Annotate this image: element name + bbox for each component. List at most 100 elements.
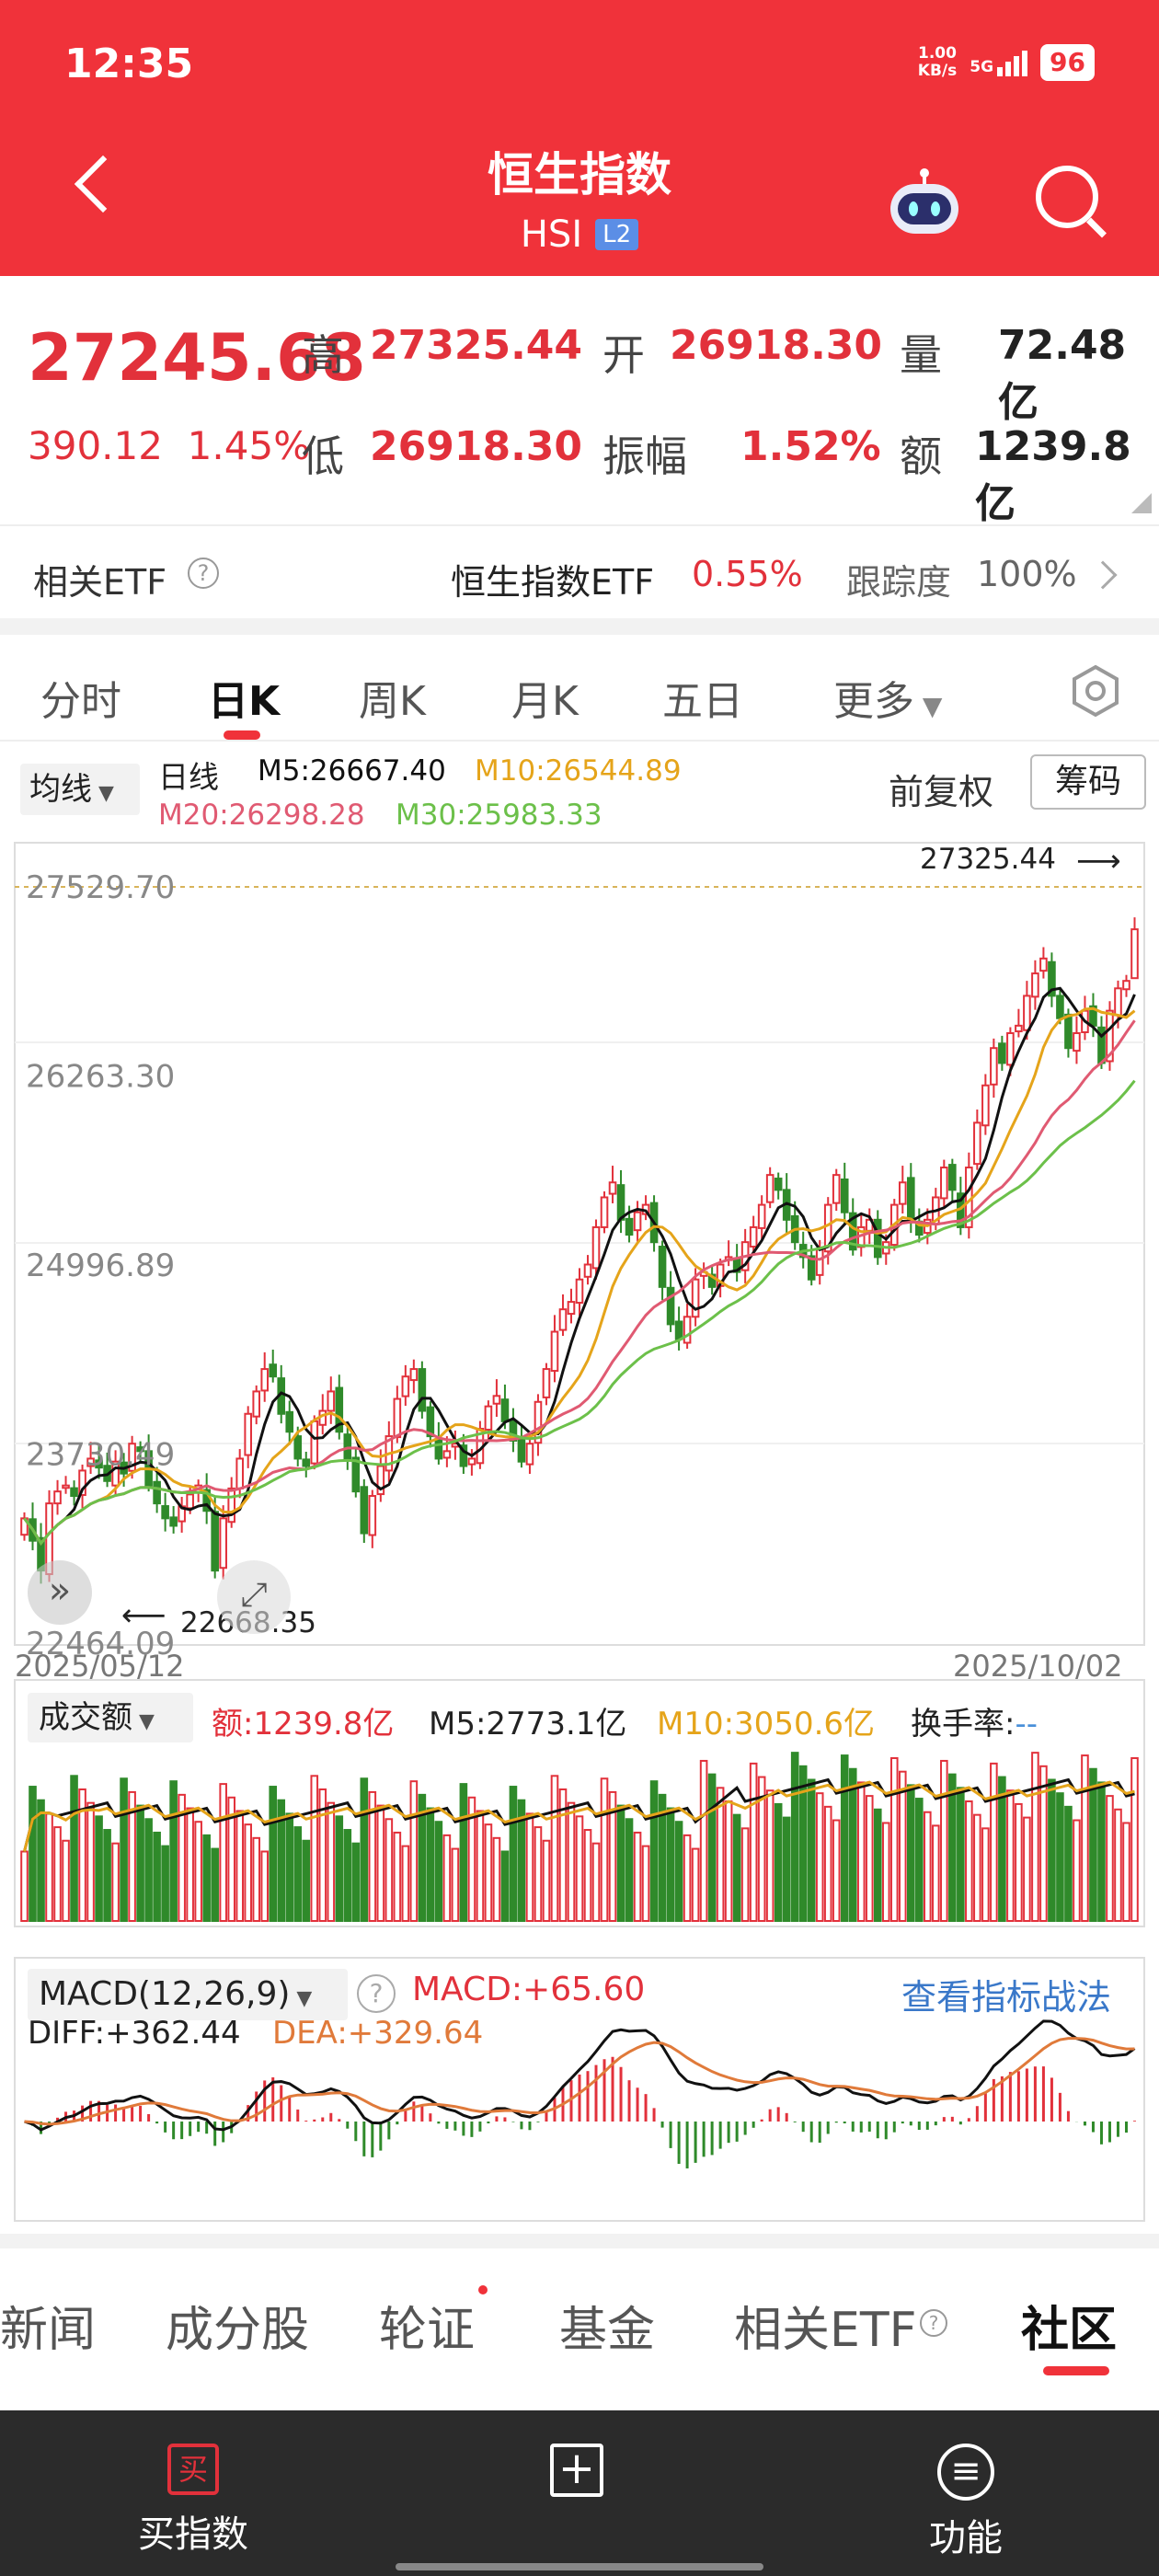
new-dot <box>478 2285 488 2294</box>
settings-icon[interactable] <box>1069 664 1122 718</box>
candle <box>567 1301 576 1316</box>
volume-bar <box>807 1778 816 1922</box>
volume-bar <box>790 1752 799 1922</box>
volume-bar <box>418 1793 427 1923</box>
volume-bar <box>616 1804 625 1922</box>
tab-monthly-k[interactable]: 月K <box>511 678 579 725</box>
kline-chart[interactable]: 27529.70 26263.30 24996.89 23730.49 22464.09 <box>0 742 1159 2232</box>
tab-five-day[interactable]: 五日 <box>662 678 743 725</box>
candle <box>202 1489 211 1512</box>
volume-bars-group <box>20 1752 1139 1923</box>
volume-ma-lines <box>23 1777 1135 1852</box>
macd-help-icon[interactable]: ? <box>357 1974 396 2013</box>
volume-bar <box>716 1787 725 1922</box>
candle <box>1130 928 1139 980</box>
macd-select[interactable]: MACD(12,26,9) ▼ <box>28 1969 348 2020</box>
candle <box>434 1438 443 1460</box>
tab-warrants[interactable]: 轮证 <box>379 2303 476 2358</box>
help-icon[interactable]: ? <box>188 558 219 589</box>
fullscreen-icon[interactable]: ⤢ <box>217 1560 291 1634</box>
candle <box>70 1487 78 1498</box>
ma-lines-group <box>23 986 1136 1546</box>
candle <box>658 1246 667 1288</box>
volume-bar <box>782 1816 791 1922</box>
candle <box>111 1460 120 1487</box>
volume-bar <box>451 1847 460 1923</box>
tab-related-etf[interactable]: 相关ETF <box>734 2303 917 2358</box>
volume-bar <box>765 1789 775 1922</box>
candle <box>161 1505 169 1520</box>
volume-bar <box>302 1839 311 1922</box>
volume-bar <box>1114 1808 1122 1922</box>
volume-bar <box>178 1793 186 1923</box>
volume-select[interactable]: 成交额 ▼ <box>28 1693 193 1742</box>
volume-bar <box>550 1775 559 1922</box>
tab-news[interactable]: 新闻 <box>0 2303 97 2358</box>
volume-bar <box>1122 1822 1130 1923</box>
tab-intraday[interactable]: 分时 <box>40 678 121 725</box>
tab-constituents[interactable]: 成分股 <box>166 2303 310 2358</box>
related-etf-row[interactable]: 相关ETF ? 恒生指数ETF 0.55% 跟踪度 100% <box>0 526 1159 627</box>
adjust-forward-label[interactable]: 前复权 <box>889 772 994 812</box>
candle <box>525 1443 534 1466</box>
buy-index-button[interactable]: 买 买指数 <box>120 2444 267 2558</box>
tab-daily-k[interactable]: 日K <box>208 678 281 725</box>
volume-bar <box>484 1823 493 1923</box>
volume-bar <box>442 1834 452 1922</box>
candle <box>840 1179 849 1213</box>
chip-button[interactable]: 筹码 <box>1030 754 1146 810</box>
tab-funds[interactable]: 基金 <box>559 2303 656 2358</box>
candle <box>136 1446 144 1453</box>
volume-bar <box>674 1821 683 1923</box>
volume-bar <box>583 1829 592 1923</box>
tab-weekly-k[interactable]: 周K <box>359 678 426 725</box>
search-icon[interactable] <box>1036 166 1098 228</box>
volume-bar <box>37 1799 45 1923</box>
help-icon[interactable]: ? <box>920 2309 947 2337</box>
ma-select[interactable]: 均线 ▼ <box>20 764 140 815</box>
add-watchlist-button[interactable]: + <box>550 2444 609 2497</box>
macd-lines-group <box>24 2019 1136 2132</box>
volume-bar <box>409 1780 419 1922</box>
volume-bar <box>823 1805 832 1922</box>
volume-bar <box>889 1757 899 1922</box>
volume-bar <box>194 1821 202 1923</box>
diff-value: DIFF:+362.44 <box>28 2015 241 2052</box>
volume-bar <box>591 1842 601 1922</box>
candle <box>1056 995 1064 1019</box>
candle <box>583 1263 592 1278</box>
volume-bar <box>957 1787 965 1922</box>
volume-bar <box>509 1786 518 1922</box>
volume-bar <box>658 1793 667 1923</box>
volume-bar <box>260 1850 270 1923</box>
indicator-strategy-link[interactable]: 查看指标战法 <box>901 1977 1112 2018</box>
expand-corner-icon[interactable] <box>1131 493 1152 513</box>
y-tick-label: 22464.09 <box>26 1626 175 1662</box>
amount-label: 额 <box>900 431 942 481</box>
kline-chart-area[interactable]: 27529.70 26263.30 24996.89 23730.49 22464.09… <box>0 742 1159 2232</box>
track-value: 100% <box>977 554 1077 594</box>
expand-left-icon[interactable]: » <box>28 1560 92 1625</box>
buy-icon: 买 <box>167 2444 219 2495</box>
tab-more[interactable]: 更多 ▼ <box>833 678 943 725</box>
robot-assistant-icon[interactable] <box>883 166 966 239</box>
candle <box>1023 995 1031 1031</box>
high-value: 27325.44 <box>370 322 583 369</box>
candle <box>20 1517 29 1536</box>
candle <box>1048 960 1056 997</box>
candle <box>1114 987 1122 1017</box>
ma5-value: M5:26667.40 <box>258 754 446 788</box>
volume-bar <box>856 1781 866 1922</box>
home-indicator <box>396 2563 763 2570</box>
tab-community[interactable]: 社区 <box>1021 2303 1118 2358</box>
volume-bar <box>252 1836 261 1922</box>
volume-bar <box>542 1839 551 1922</box>
y-tick-label: 26263.30 <box>26 1058 175 1095</box>
volume-ma5: M5:2773.1亿 <box>429 1706 627 1742</box>
candle <box>1031 972 1039 998</box>
volume-ma10-line <box>23 1780 1135 1852</box>
functions-button[interactable]: ≡ 功能 <box>892 2444 1039 2561</box>
volume-bar <box>1064 1805 1073 1922</box>
volume-bar <box>666 1807 675 1922</box>
volume-bar <box>293 1826 303 1923</box>
